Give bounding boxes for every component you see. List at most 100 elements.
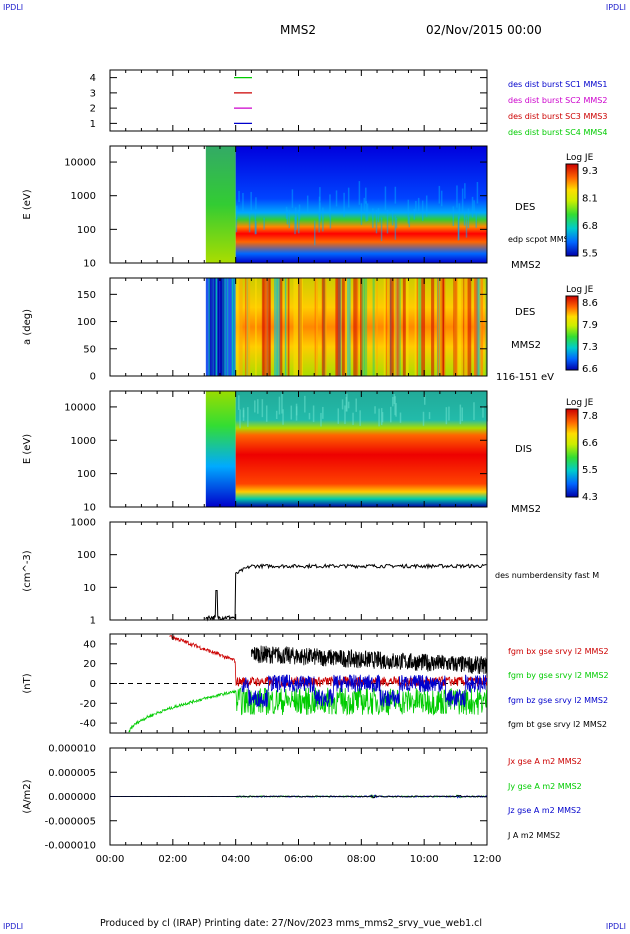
dis-energy-ytick-0: 10 (83, 503, 96, 514)
corner-label-bottom-right: IPDLI (605, 922, 626, 931)
bfield-ylabel: (nT) (22, 673, 33, 693)
xaxis-tick-4: 08:00 (347, 854, 376, 865)
dis-energy-ytick-2: 1000 (71, 436, 96, 447)
bfield-ytick-2: 0 (90, 679, 96, 690)
current-series-j (109, 794, 488, 799)
bfield-ytick-3: -20 (80, 699, 96, 710)
des-pitch-range-label: 116-151 eV (496, 372, 554, 383)
density-ytick-0: 1 (90, 616, 96, 627)
des-energy-ytick-0: 10 (83, 259, 96, 270)
dis-energy-ylabel: E (eV) (22, 434, 33, 464)
dis-energy-early-block (205, 391, 236, 507)
availability-legend-3: des dist burst SC3 MMS3 (508, 112, 607, 121)
bfield-legend-1: fgm by gse srvy l2 MMS2 (508, 671, 609, 680)
dis-energy-colorbar-title: Log JE (566, 398, 594, 408)
des-pitch-ytick-3: 150 (77, 290, 96, 301)
corner-label-bottom-left: IPDLI (3, 922, 24, 931)
density-ytick-1: 10 (83, 583, 96, 594)
xaxis-tick-3: 06:00 (284, 854, 313, 865)
dis-energy-colorbar-tick-3: 4.3 (582, 492, 598, 503)
des-energy-colorbar-tick-3: 5.5 (582, 249, 598, 260)
des-energy-ytick-3: 10000 (64, 158, 96, 169)
current-legend-3: J A m2 MMS2 (507, 831, 560, 840)
des-energy-colorbar-tick-1: 8.1 (582, 194, 598, 205)
availability-ytick-1: 2 (90, 104, 96, 115)
des-energy-ylabel: E (eV) (22, 189, 33, 219)
density-panel-frame (109, 521, 488, 621)
bfield-legend-2: fgm bz gse srvy l2 MMS2 (508, 696, 608, 705)
des-pitch-colorbar (565, 295, 579, 371)
bfield-ytick-1: 20 (83, 659, 96, 670)
density-ytick-3: 1000 (71, 518, 96, 529)
availability-legend-4: des dist burst SC4 MMS4 (508, 128, 607, 137)
date-time: 02/Nov/2015 00:00 (426, 23, 542, 37)
des-energy-ytick-2: 1000 (71, 191, 96, 202)
des-energy-ytick-1: 100 (77, 225, 96, 236)
density-legend: des numberdensity fast M (495, 571, 599, 580)
current-ytick-4: -0.000010 (45, 841, 96, 852)
xaxis-tick-6: 12:00 (473, 854, 502, 865)
des-pitch-label: DES (515, 307, 535, 318)
des-energy-sublabel: edp scpot MMS2 (508, 235, 574, 244)
des-energy-colorbar-tick-2: 6.8 (582, 221, 598, 232)
dis-energy-colorbar-tick-2: 5.5 (582, 465, 598, 476)
availability-ytick-2: 3 (90, 88, 96, 99)
availability-legend-1: des dist burst SC1 MMS1 (508, 80, 607, 89)
dis-energy-colorbar-tick-1: 6.6 (582, 438, 598, 449)
des-pitch-ylabel: a (deg) (22, 309, 33, 345)
spacecraft-title: MMS2 (280, 23, 316, 37)
bfield-legend-0: fgm bx gse srvy l2 MMS2 (508, 647, 609, 656)
current-legend-1: Jy gse A m2 MMS2 (507, 782, 582, 791)
density-ylabel: (cm^-3) (22, 550, 33, 591)
bfield-ytick-4: -40 (80, 719, 96, 730)
density-series-line (205, 562, 487, 622)
des-pitch-colorbar-tick-0: 8.6 (582, 298, 598, 309)
current-ytick-0: 0.000010 (48, 744, 96, 755)
dis-energy-colorbar-tick-0: 7.8 (582, 411, 598, 422)
bfield-series-by (128, 687, 487, 733)
current-legend-0: Jx gse A m2 MMS2 (507, 757, 582, 766)
current-ytick-1: 0.000005 (48, 768, 96, 779)
current-legend-2: Jz gse A m2 MMS2 (507, 806, 581, 815)
current-ytick-3: -0.000005 (45, 816, 96, 827)
des-energy-early-block (205, 146, 236, 263)
des-pitch-ytick-1: 50 (83, 344, 96, 355)
bfield-ytick-0: 40 (83, 639, 96, 650)
bfield-series-bz (241, 674, 487, 708)
current-ylabel: (A/m2) (22, 779, 33, 813)
des-pitch-colorbar-tick-2: 7.3 (582, 342, 598, 353)
dis-energy-label: DIS (515, 444, 532, 455)
bfield-series-bx (169, 634, 488, 688)
current-ytick-2: 0.000000 (48, 792, 96, 803)
xaxis-tick-1: 02:00 (158, 854, 187, 865)
bfield-series-bt (251, 645, 488, 675)
xaxis-tick-0: 00:00 (96, 854, 125, 865)
des-pitch-colorbar-title: Log JE (566, 285, 594, 295)
availability-ytick-3: 4 (90, 73, 96, 84)
footer-credits: Produced by cl (IRAP) Printing date: 27/… (100, 918, 483, 929)
des-energy-colorbar-title: Log JE (566, 153, 594, 163)
dis-energy-ytick-3: 10000 (64, 402, 96, 413)
dis-energy-sc-label: MMS2 (511, 504, 541, 515)
xaxis-tick-5: 10:00 (410, 854, 439, 865)
des-pitch-ytick-2: 100 (77, 317, 96, 328)
des-energy-label: DES (515, 202, 535, 213)
bfield-legend-3: fgm bt gse srvy l2 MMS2 (508, 720, 607, 729)
dis-energy-ytick-1: 100 (77, 469, 96, 480)
des-pitch-sc-label: MMS2 (511, 340, 541, 351)
availability-legend-2: des dist burst SC2 MMS2 (508, 96, 607, 105)
corner-label-top-left: IPDLI (3, 3, 24, 12)
dis-energy-main-block (235, 391, 487, 507)
corner-label-top-right: IPDLI (605, 3, 626, 12)
density-ytick-2: 100 (77, 550, 96, 561)
des-energy-colorbar-tick-0: 9.3 (582, 166, 598, 177)
xaxis-tick-2: 04:00 (221, 854, 250, 865)
des-pitch-colorbar-tick-3: 6.6 (582, 364, 598, 375)
des-pitch-colorbar-tick-1: 7.9 (582, 320, 598, 331)
des-energy-colorbar (565, 163, 579, 257)
availability-panel-frame (109, 69, 488, 132)
des-pitch-ytick-0: 0 (90, 372, 96, 383)
des-energy-sc-label: MMS2 (511, 260, 541, 271)
availability-ytick-0: 1 (90, 119, 96, 130)
